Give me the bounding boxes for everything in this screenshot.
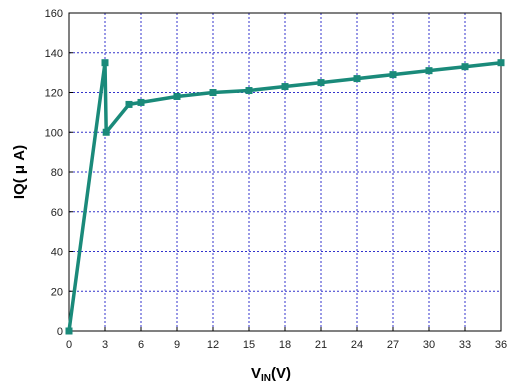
plot-frame: [68, 12, 502, 332]
y-tick-labels: 0 20 40 60 80 100 120 140 160: [45, 8, 63, 338]
data-point: [125, 100, 133, 108]
x-tick-label: 21: [315, 339, 327, 351]
y-tick-label: 0: [57, 326, 63, 338]
y-tick-label: 160: [45, 8, 63, 20]
x-tick-label: 12: [207, 339, 219, 351]
y-tick-label: 40: [51, 247, 63, 259]
data-point: [137, 98, 145, 106]
x-tick-label: 36: [495, 339, 507, 351]
y-tick-label: 60: [51, 207, 63, 219]
x-tick-label: 18: [279, 339, 291, 351]
series-group: [65, 59, 505, 335]
data-point: [497, 59, 505, 67]
x-tick-label: 0: [66, 339, 72, 351]
data-point: [245, 87, 253, 95]
x-tick-label: 24: [351, 339, 363, 351]
x-tick-label: 27: [387, 339, 399, 351]
x-axis-label-subscript: IN: [261, 373, 271, 384]
x-tick-labels: 0 3 6 9 12 15 18 21 24 27 30 33 36: [66, 339, 507, 351]
data-point: [281, 83, 289, 91]
data-point: [425, 67, 433, 75]
y-tick-label: 80: [51, 167, 63, 179]
x-axis-label-suffix: (V): [271, 365, 291, 382]
data-point: [353, 75, 361, 83]
data-point: [102, 128, 110, 136]
x-tick-label: 15: [243, 339, 255, 351]
y-axis-label: IQ( μ A): [11, 145, 28, 199]
data-point: [209, 89, 217, 96]
x-tick-label: 6: [138, 339, 144, 351]
y-tick-label: 140: [45, 48, 63, 60]
x-tick-label: 9: [174, 339, 180, 351]
x-tick-label: 3: [102, 339, 108, 351]
x-tick-label: 30: [423, 339, 435, 351]
x-tick-label: 33: [459, 339, 471, 351]
data-point: [317, 79, 325, 87]
x-axis-label: VIN(V): [251, 365, 291, 384]
x-axis-label-main: V: [251, 365, 261, 382]
y-tick-label: 100: [45, 127, 63, 139]
y-tick-label: 20: [51, 286, 63, 298]
data-point: [101, 59, 109, 67]
data-point: [389, 71, 397, 79]
grid-lines: [68, 12, 502, 332]
data-point: [65, 327, 73, 335]
data-point: [461, 63, 469, 71]
data-point: [173, 92, 181, 100]
y-tick-label: 120: [45, 88, 63, 100]
